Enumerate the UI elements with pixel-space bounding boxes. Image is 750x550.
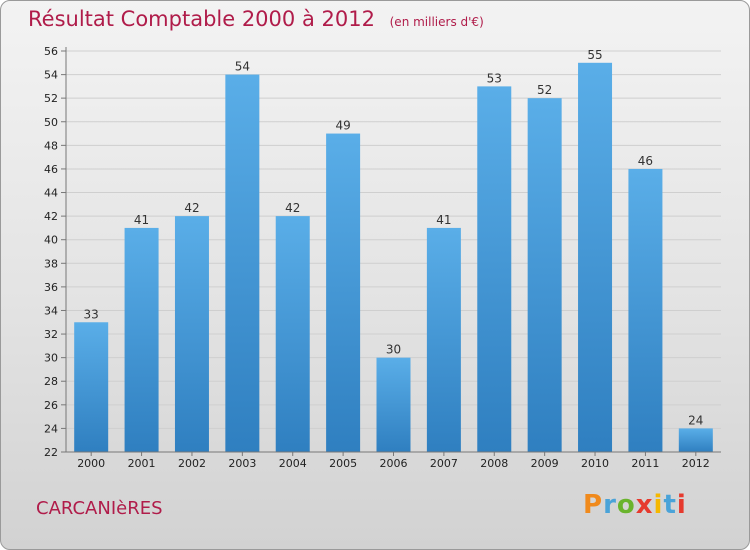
- y-tick-label: 44: [44, 187, 58, 200]
- axis-layer: 22 24 26 28 30 32 34 36 38 40 42 44 46 48 50 52 54 56 2000…: [44, 45, 721, 470]
- data-label: 55: [587, 48, 602, 62]
- logo-letter: x: [635, 490, 654, 520]
- data-label: 46: [638, 154, 653, 168]
- x-tick-label: 2012: [682, 457, 710, 470]
- bar: [376, 357, 411, 452]
- logo-letter: r: [603, 490, 617, 520]
- bar: [74, 322, 109, 452]
- x-tick-label: 2009: [531, 457, 559, 470]
- data-label: 49: [335, 119, 350, 133]
- x-tick-label: 2000: [77, 457, 105, 470]
- x-tick-label: 2010: [581, 457, 609, 470]
- x-tick-label: 2001: [128, 457, 156, 470]
- logo-letter: i: [653, 490, 664, 520]
- bar: [477, 86, 512, 452]
- x-tick-label: 2003: [228, 457, 256, 470]
- y-tick-label: 32: [44, 328, 58, 341]
- y-tick-label: 36: [44, 281, 58, 294]
- x-tick-label: 2007: [430, 457, 458, 470]
- logo-letter: P: [583, 490, 604, 520]
- y-tick-label: 46: [44, 163, 58, 176]
- data-label: 41: [134, 213, 149, 227]
- commune-name: CARCANIèRES: [36, 498, 163, 519]
- proxiti-logo[interactable]: Proxiti: [583, 490, 687, 520]
- y-tick-label: 50: [44, 116, 58, 129]
- bar: [578, 62, 613, 452]
- data-label: 54: [235, 60, 250, 74]
- bar: [225, 74, 260, 453]
- logo-letter: o: [616, 490, 636, 520]
- y-tick-label: 34: [44, 304, 58, 317]
- y-tick-label: 30: [44, 352, 58, 365]
- data-label: 24: [688, 413, 703, 427]
- data-label: 41: [436, 213, 451, 227]
- bar: [678, 428, 713, 452]
- y-tick-label: 48: [44, 139, 58, 152]
- bar: [527, 98, 562, 453]
- chart-subtitle: (en milliers d'€): [389, 15, 484, 29]
- x-tick-label: 2006: [380, 457, 408, 470]
- bar: [628, 168, 663, 453]
- y-tick-label: 56: [44, 45, 58, 58]
- x-tick-label: 2005: [329, 457, 357, 470]
- y-tick-label: 24: [44, 422, 58, 435]
- y-tick-label: 26: [44, 399, 58, 412]
- data-label: 53: [487, 71, 502, 85]
- y-tick-label: 40: [44, 234, 58, 247]
- data-label: 42: [285, 201, 300, 215]
- bar: [275, 216, 310, 452]
- x-tick-label: 2002: [178, 457, 206, 470]
- bar: [426, 227, 461, 452]
- data-label: 33: [84, 307, 99, 321]
- logo-letter: t: [663, 490, 677, 520]
- logo-letter: i: [676, 490, 687, 520]
- y-tick-label: 38: [44, 257, 58, 270]
- data-label: 52: [537, 83, 552, 97]
- chart-title-block: Résultat Comptable 2000 à 2012 (en milli…: [28, 7, 484, 31]
- y-tick-label: 52: [44, 92, 58, 105]
- y-tick-label: 28: [44, 375, 58, 388]
- x-tick-label: 2008: [480, 457, 508, 470]
- y-tick-label: 22: [44, 446, 58, 459]
- y-tick-label: 54: [44, 69, 58, 82]
- x-tick-label: 2004: [279, 457, 307, 470]
- y-tick-label: 42: [44, 210, 58, 223]
- data-label: 30: [386, 343, 401, 357]
- x-tick-label: 2011: [631, 457, 659, 470]
- data-label: 42: [184, 201, 199, 215]
- bar: [174, 216, 209, 452]
- bar: [326, 133, 361, 452]
- bar-layer: 33 41 42 54 42 49 30 41 53 52 55 46 24: [74, 48, 713, 453]
- bar: [124, 227, 159, 452]
- chart-title: Résultat Comptable 2000 à 2012: [28, 7, 375, 31]
